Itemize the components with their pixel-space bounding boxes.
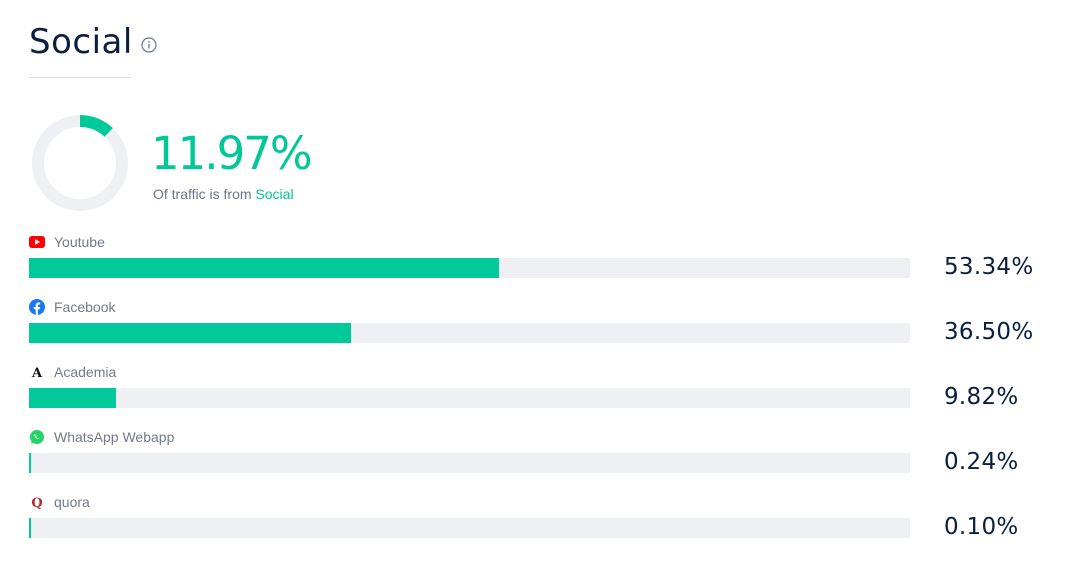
bar-track (29, 388, 910, 408)
donut-track (32, 115, 128, 211)
traffic-caption-prefix: Of traffic is from (153, 186, 252, 202)
traffic-caption: Of traffic is from Social (153, 186, 294, 202)
source-row: Youtube 53.34% (29, 234, 1069, 294)
source-row: A Academia 9.82% (29, 364, 1069, 424)
svg-text:Q: Q (31, 496, 42, 510)
bar-fill (29, 518, 31, 538)
bar-track (29, 453, 910, 473)
bar-track (29, 258, 910, 278)
title-row: Social (29, 20, 157, 64)
source-percent: 36.50% (944, 319, 1034, 345)
source-name: Youtube (54, 234, 105, 250)
source-percent: 0.10% (944, 514, 1019, 540)
source-percent: 53.34% (944, 254, 1034, 280)
bar-fill (29, 258, 499, 278)
page-title: Social (29, 22, 133, 62)
source-label[interactable]: A Academia (29, 364, 116, 380)
bar-fill (29, 453, 32, 473)
source-name: Facebook (54, 299, 116, 315)
source-label[interactable]: Youtube (29, 234, 105, 250)
source-label[interactable]: WhatsApp Webapp (29, 429, 174, 445)
info-icon[interactable] (141, 37, 157, 53)
traffic-share-donut (32, 115, 128, 211)
donut-arc (32, 115, 128, 211)
social-share-percent: 11.97% (151, 127, 313, 180)
source-row: Facebook 36.50% (29, 299, 1069, 359)
source-percent: 9.82% (944, 384, 1019, 410)
svg-text:A: A (31, 366, 43, 380)
bar-fill (29, 323, 351, 343)
traffic-caption-highlight[interactable]: Social (255, 186, 294, 202)
youtube-icon (29, 234, 45, 250)
source-name: quora (54, 494, 90, 510)
whatsapp-icon (29, 429, 45, 445)
source-name: Academia (54, 364, 117, 380)
bar-track (29, 518, 910, 538)
academia-icon: A (29, 364, 45, 380)
source-name: WhatsApp Webapp (54, 429, 175, 445)
source-row: WhatsApp Webapp 0.24% (29, 429, 1069, 489)
bar-track (29, 323, 910, 343)
quora-icon: Q (29, 494, 45, 510)
bar-fill (29, 388, 116, 408)
source-percent: 0.24% (944, 449, 1019, 475)
title-underline (29, 77, 131, 78)
facebook-icon (29, 299, 45, 315)
source-label[interactable]: Facebook (29, 299, 115, 315)
